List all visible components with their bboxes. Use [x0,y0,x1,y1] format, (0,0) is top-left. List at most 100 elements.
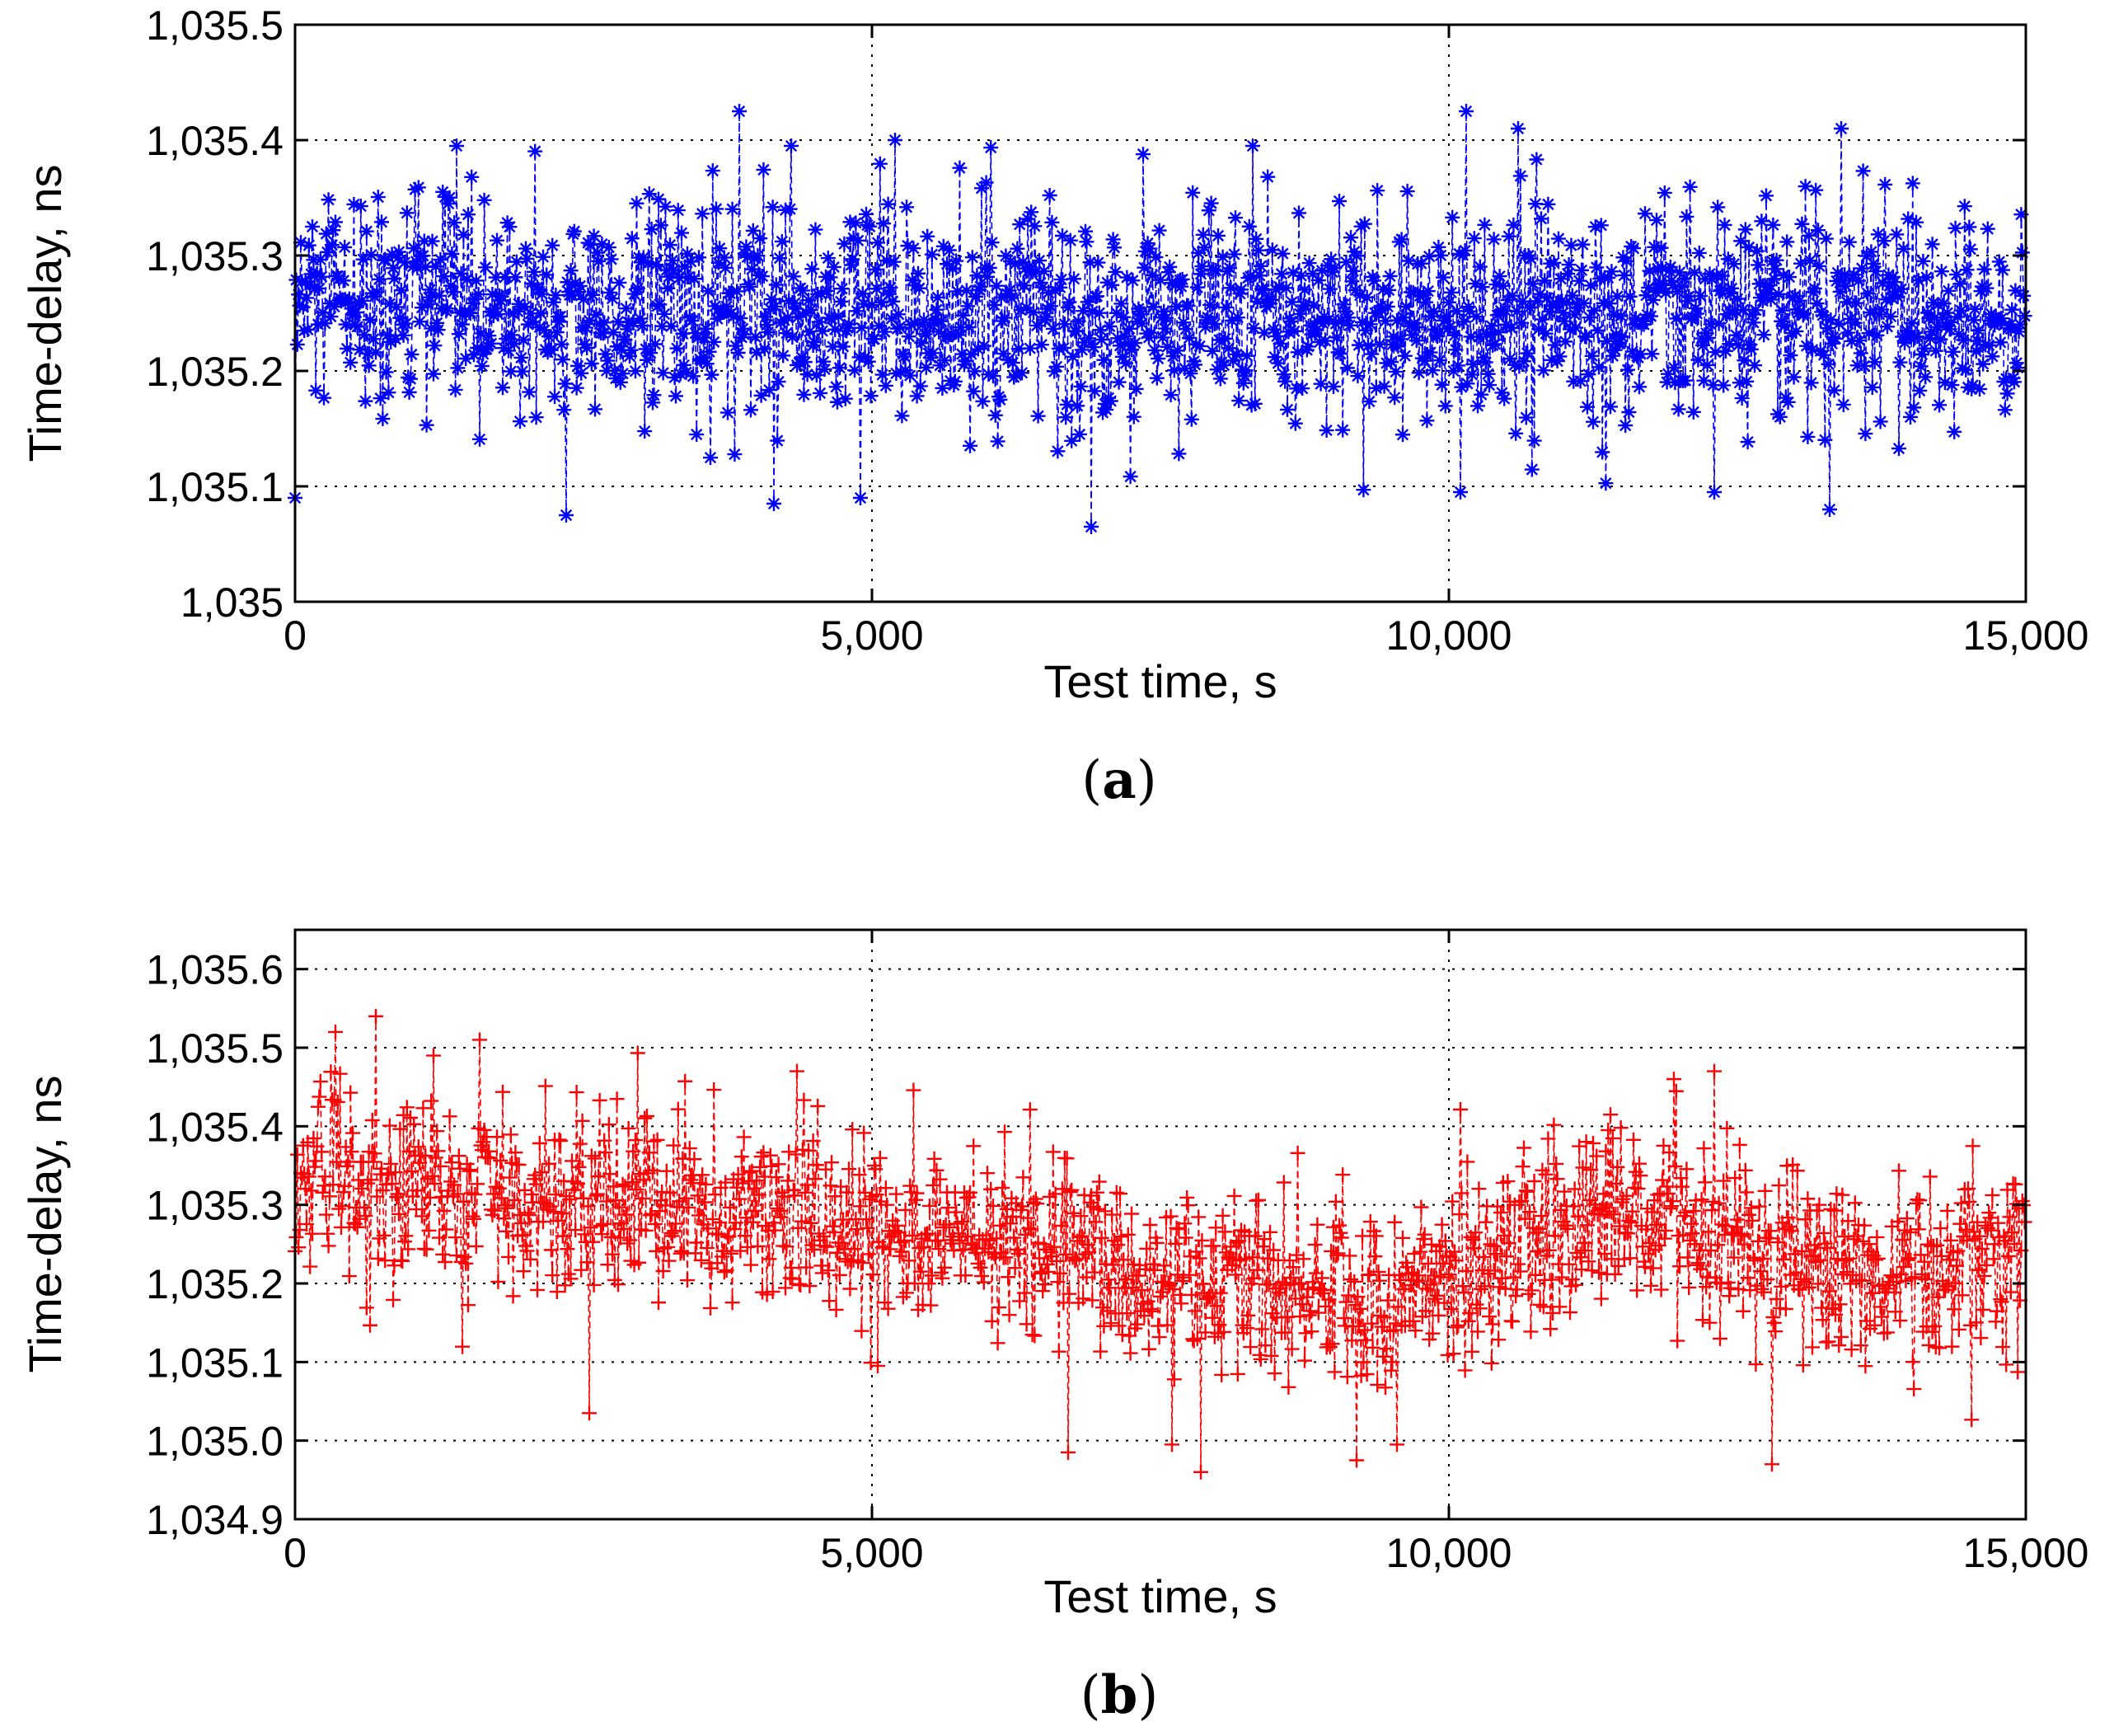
data-point-a [1638,288,1654,303]
data-point-b [1110,1237,1126,1253]
data-point-a [795,283,810,298]
y-tick-label-a: 1,035.1 [146,464,284,510]
data-point-a [668,388,683,404]
data-point-b [380,1167,395,1183]
data-point-a [1284,294,1300,310]
data-point-b [358,1208,373,1224]
data-point-b [1763,1223,1779,1239]
data-point-b [421,1222,437,1238]
data-point-b [1516,1140,1531,1156]
data-point-b [549,1284,565,1300]
data-point-a [743,402,758,418]
data-point-a [1422,249,1437,265]
data-point-b [1522,1204,1537,1220]
data-point-a [657,306,672,321]
data-point-a [1146,299,1161,315]
data-point-a [819,283,835,298]
data-point-b [902,1178,918,1194]
data-point-b [1447,1244,1462,1260]
data-point-b [1243,1340,1259,1355]
data-point-b [481,1143,497,1159]
data-point-a [1680,293,1695,309]
data-point-b [527,1167,543,1183]
data-point-a [526,264,541,279]
data-point-b [438,1254,452,1269]
data-point-a [803,302,818,317]
data-point-a [1658,285,1674,301]
data-point-b [773,1209,789,1225]
data-point-b [920,1226,935,1241]
data-point-b [995,1180,1010,1195]
data-point-b [1253,1351,1268,1367]
data-point-a [1993,335,2009,350]
data-point-b [586,1277,602,1293]
data-point-b [703,1300,718,1316]
data-point-b [1549,1171,1565,1187]
data-point-a [1962,242,1978,257]
data-point-a [1449,303,1465,319]
data-point-a [1667,375,1683,391]
data-point-b [548,1187,564,1203]
data-point-b [536,1214,551,1230]
data-point-b [551,1213,566,1228]
data-point-a [1511,121,1526,136]
data-point-b [1892,1313,1908,1329]
data-point-a [849,303,865,319]
data-point-b [1212,1285,1228,1301]
data-point-a [1199,312,1214,328]
data-point-b [1990,1215,2006,1231]
data-point-a [1246,321,1262,336]
data-point-a [1867,354,1882,370]
data-point-b [464,1185,480,1201]
data-point-a [1934,264,1949,279]
data-point-b [1426,1268,1441,1283]
data-point-a [837,236,852,251]
data-point-b [1890,1214,1905,1229]
data-point-a [1094,332,1109,348]
data-point-a [1310,273,1326,289]
data-point-a [1809,296,1825,312]
data-point-a [1506,217,1521,232]
data-point-a [1010,241,1025,256]
data-point-b [523,1251,538,1267]
data-point-b [301,1169,316,1185]
data-point-a [340,340,354,356]
data-point-a [1137,260,1152,275]
data-point-a [1482,378,1497,393]
data-point-b [825,1218,841,1234]
data-point-a [784,138,799,153]
data-point-a [1409,333,1424,349]
data-point-b [839,1185,855,1200]
y-tick-label-b: 1,035.0 [146,1419,284,1465]
data-point-b [1155,1284,1170,1300]
data-point-b [1727,1171,1743,1186]
data-point-b [1001,1269,1016,1285]
data-point-b [1385,1322,1401,1338]
data-point-b [344,1144,359,1160]
data-point-b [730,1166,746,1182]
data-point-b [476,1122,492,1138]
data-point-b [1873,1299,1888,1315]
data-point-b [337,1178,353,1194]
data-point-b [1696,1141,1712,1157]
data-point-a [833,293,849,309]
data-point-a [701,284,716,299]
data-point-a [1494,385,1510,401]
data-point-b [1953,1195,1969,1211]
data-point-a [1913,359,1929,374]
data-point-a [1255,283,1271,298]
data-point-b [1950,1243,1966,1259]
data-point-a [681,269,696,284]
data-point-a [799,367,815,382]
data-point-b [1238,1251,1254,1267]
data-point-b [306,1130,321,1146]
data-point-a [776,348,791,364]
data-point-a [807,335,822,350]
tick-labels-b: 0 5,000 10,000 15,0001,034.91,035.01,035.11… [146,930,2088,1576]
data-point-a [353,199,368,214]
data-point-b [853,1199,868,1214]
data-point-a [1431,239,1446,255]
data-point-a [1903,409,1918,425]
data-point-b [1756,1284,1772,1300]
data-point-a [1484,318,1499,334]
